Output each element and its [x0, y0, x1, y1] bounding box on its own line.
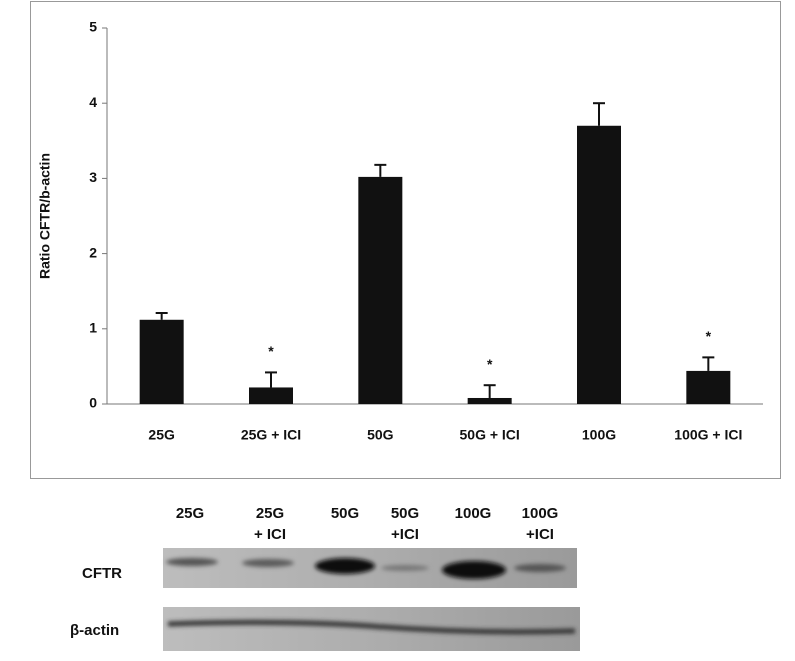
lane-label: 25G — [256, 505, 284, 522]
significance-marker: * — [487, 356, 493, 372]
row-label: CFTR — [82, 565, 122, 582]
significance-marker: * — [268, 343, 274, 359]
bar — [249, 387, 293, 404]
y-tick-label: 5 — [89, 19, 97, 35]
band — [242, 559, 294, 567]
y-tick-label: 4 — [89, 94, 97, 110]
x-tick-label: 50G + ICI — [460, 427, 520, 443]
row-label: β-actin — [70, 622, 119, 639]
bar — [358, 176, 403, 404]
lane-label: 100G — [455, 505, 492, 522]
x-tick-label: 100G + ICI — [674, 427, 742, 443]
lane-label: +ICI — [526, 526, 554, 543]
bar — [577, 125, 621, 404]
x-tick-label: 25G — [148, 427, 175, 443]
lane-label: 100G — [522, 505, 559, 522]
bands — [166, 558, 576, 635]
y-tick-label: 1 — [89, 320, 97, 336]
bar — [686, 370, 731, 404]
x-tick-label: 50G — [367, 427, 394, 443]
lane-label: 50G — [331, 505, 359, 522]
band — [514, 564, 566, 572]
bar — [467, 397, 512, 404]
lane-label: 25G — [176, 505, 204, 522]
y-tick-label: 2 — [89, 244, 97, 260]
x-tick-label: 25G + ICI — [241, 427, 301, 443]
lane-label: +ICI — [391, 526, 419, 543]
band — [381, 565, 429, 571]
y-tick-label: 0 — [89, 395, 97, 411]
blot: CFTR β-actin 25G 25G + ICI 50G 50G +ICI 100G 10… — [70, 505, 580, 651]
band — [442, 561, 506, 579]
bar — [139, 319, 184, 404]
plot: 0 1 2 3 4 5 25G 25G + ICI * 50G 50G + ICI * 100G 100G… — [89, 19, 763, 443]
y-axis-label: Ratio CFTR/b-actin — [37, 153, 53, 279]
band — [166, 558, 218, 566]
chart-frame — [30, 1, 781, 479]
significance-marker: * — [706, 328, 712, 344]
lane-label: 50G — [391, 505, 419, 522]
actin-strip — [163, 607, 580, 651]
y-tick-label: 3 — [89, 169, 97, 185]
band — [167, 619, 576, 635]
lane-label: + ICI — [254, 526, 286, 543]
band — [315, 558, 375, 574]
x-tick-label: 100G — [582, 427, 616, 443]
